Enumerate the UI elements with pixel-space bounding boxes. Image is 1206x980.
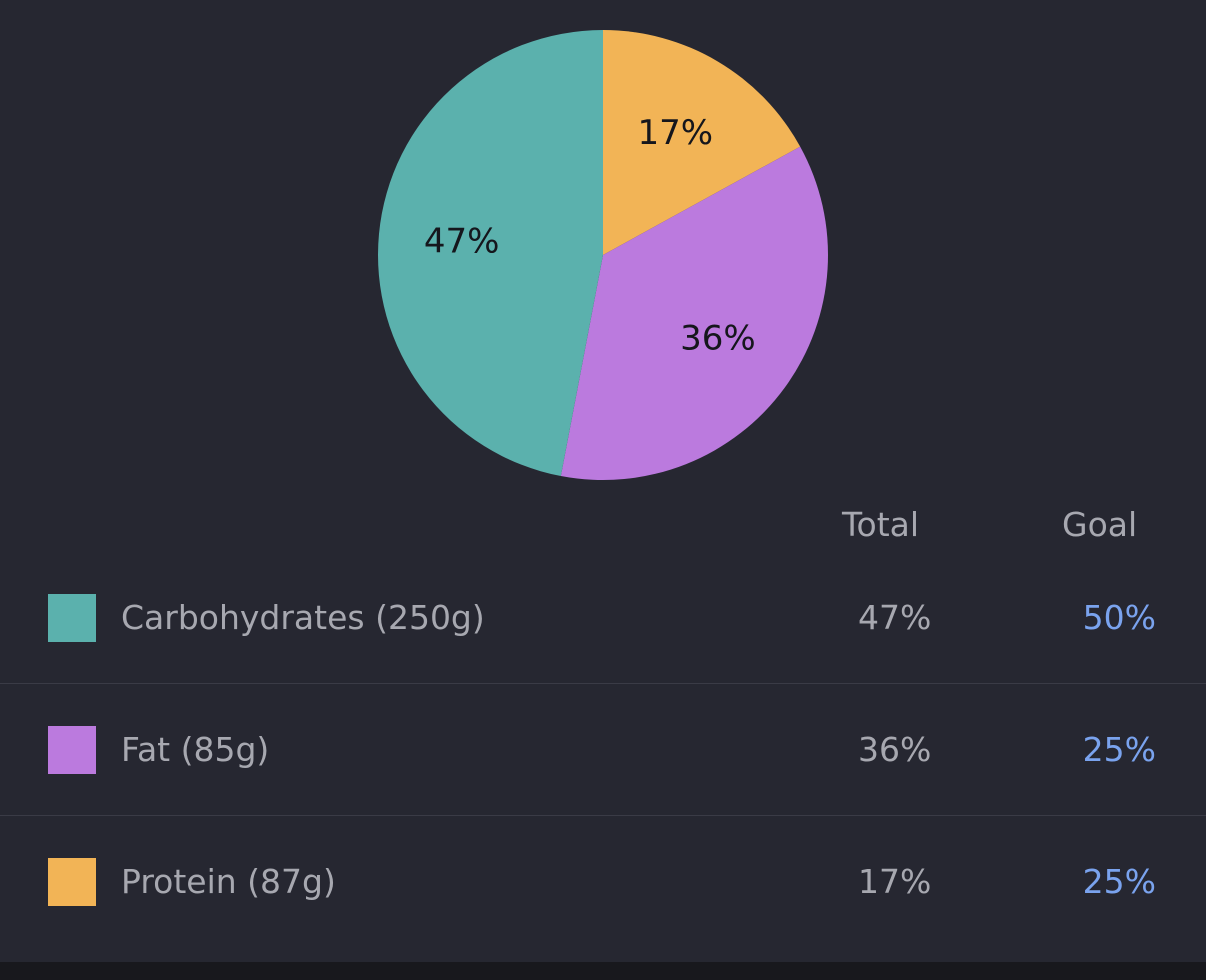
row-divider bbox=[0, 683, 1206, 684]
pie-slice-protein bbox=[603, 30, 801, 255]
carbohydrates-label: Carbohydrates (250g) bbox=[121, 598, 485, 637]
pie-label-protein: 17% bbox=[637, 113, 713, 153]
fat-goal[interactable]: 25% bbox=[1082, 730, 1156, 769]
pie-label-fat: 36% bbox=[680, 318, 756, 358]
fat-label: Fat (85g) bbox=[121, 730, 270, 769]
pie-label-carbohydrates: 47% bbox=[424, 222, 500, 262]
protein-color-swatch bbox=[48, 858, 96, 906]
macro-row-fat[interactable]: Fat (85g) 36% 25% bbox=[0, 684, 1206, 816]
fat-total: 36% bbox=[858, 730, 932, 769]
macro-pie-chart: 17% 36% 47% bbox=[378, 30, 828, 481]
pie-slice-carbohydrates bbox=[378, 30, 603, 477]
goal-column-header: Goal bbox=[1062, 505, 1138, 544]
carbohydrates-color-swatch bbox=[48, 594, 96, 642]
row-divider bbox=[0, 815, 1206, 816]
carbohydrates-goal[interactable]: 50% bbox=[1082, 598, 1156, 637]
protein-goal[interactable]: 25% bbox=[1082, 862, 1156, 901]
protein-label: Protein (87g) bbox=[121, 862, 336, 901]
pie-chart-svg: 17% 36% 47% bbox=[378, 30, 828, 481]
total-column-header: Total bbox=[842, 505, 920, 544]
carbohydrates-total: 47% bbox=[858, 598, 932, 637]
bottom-bar bbox=[0, 962, 1206, 980]
pie-slice-fat bbox=[560, 146, 828, 481]
fat-color-swatch bbox=[48, 726, 96, 774]
protein-total: 17% bbox=[858, 862, 932, 901]
macro-row-protein[interactable]: Protein (87g) 17% 25% bbox=[0, 816, 1206, 948]
macro-row-carbohydrates[interactable]: Carbohydrates (250g) 47% 50% bbox=[0, 552, 1206, 684]
